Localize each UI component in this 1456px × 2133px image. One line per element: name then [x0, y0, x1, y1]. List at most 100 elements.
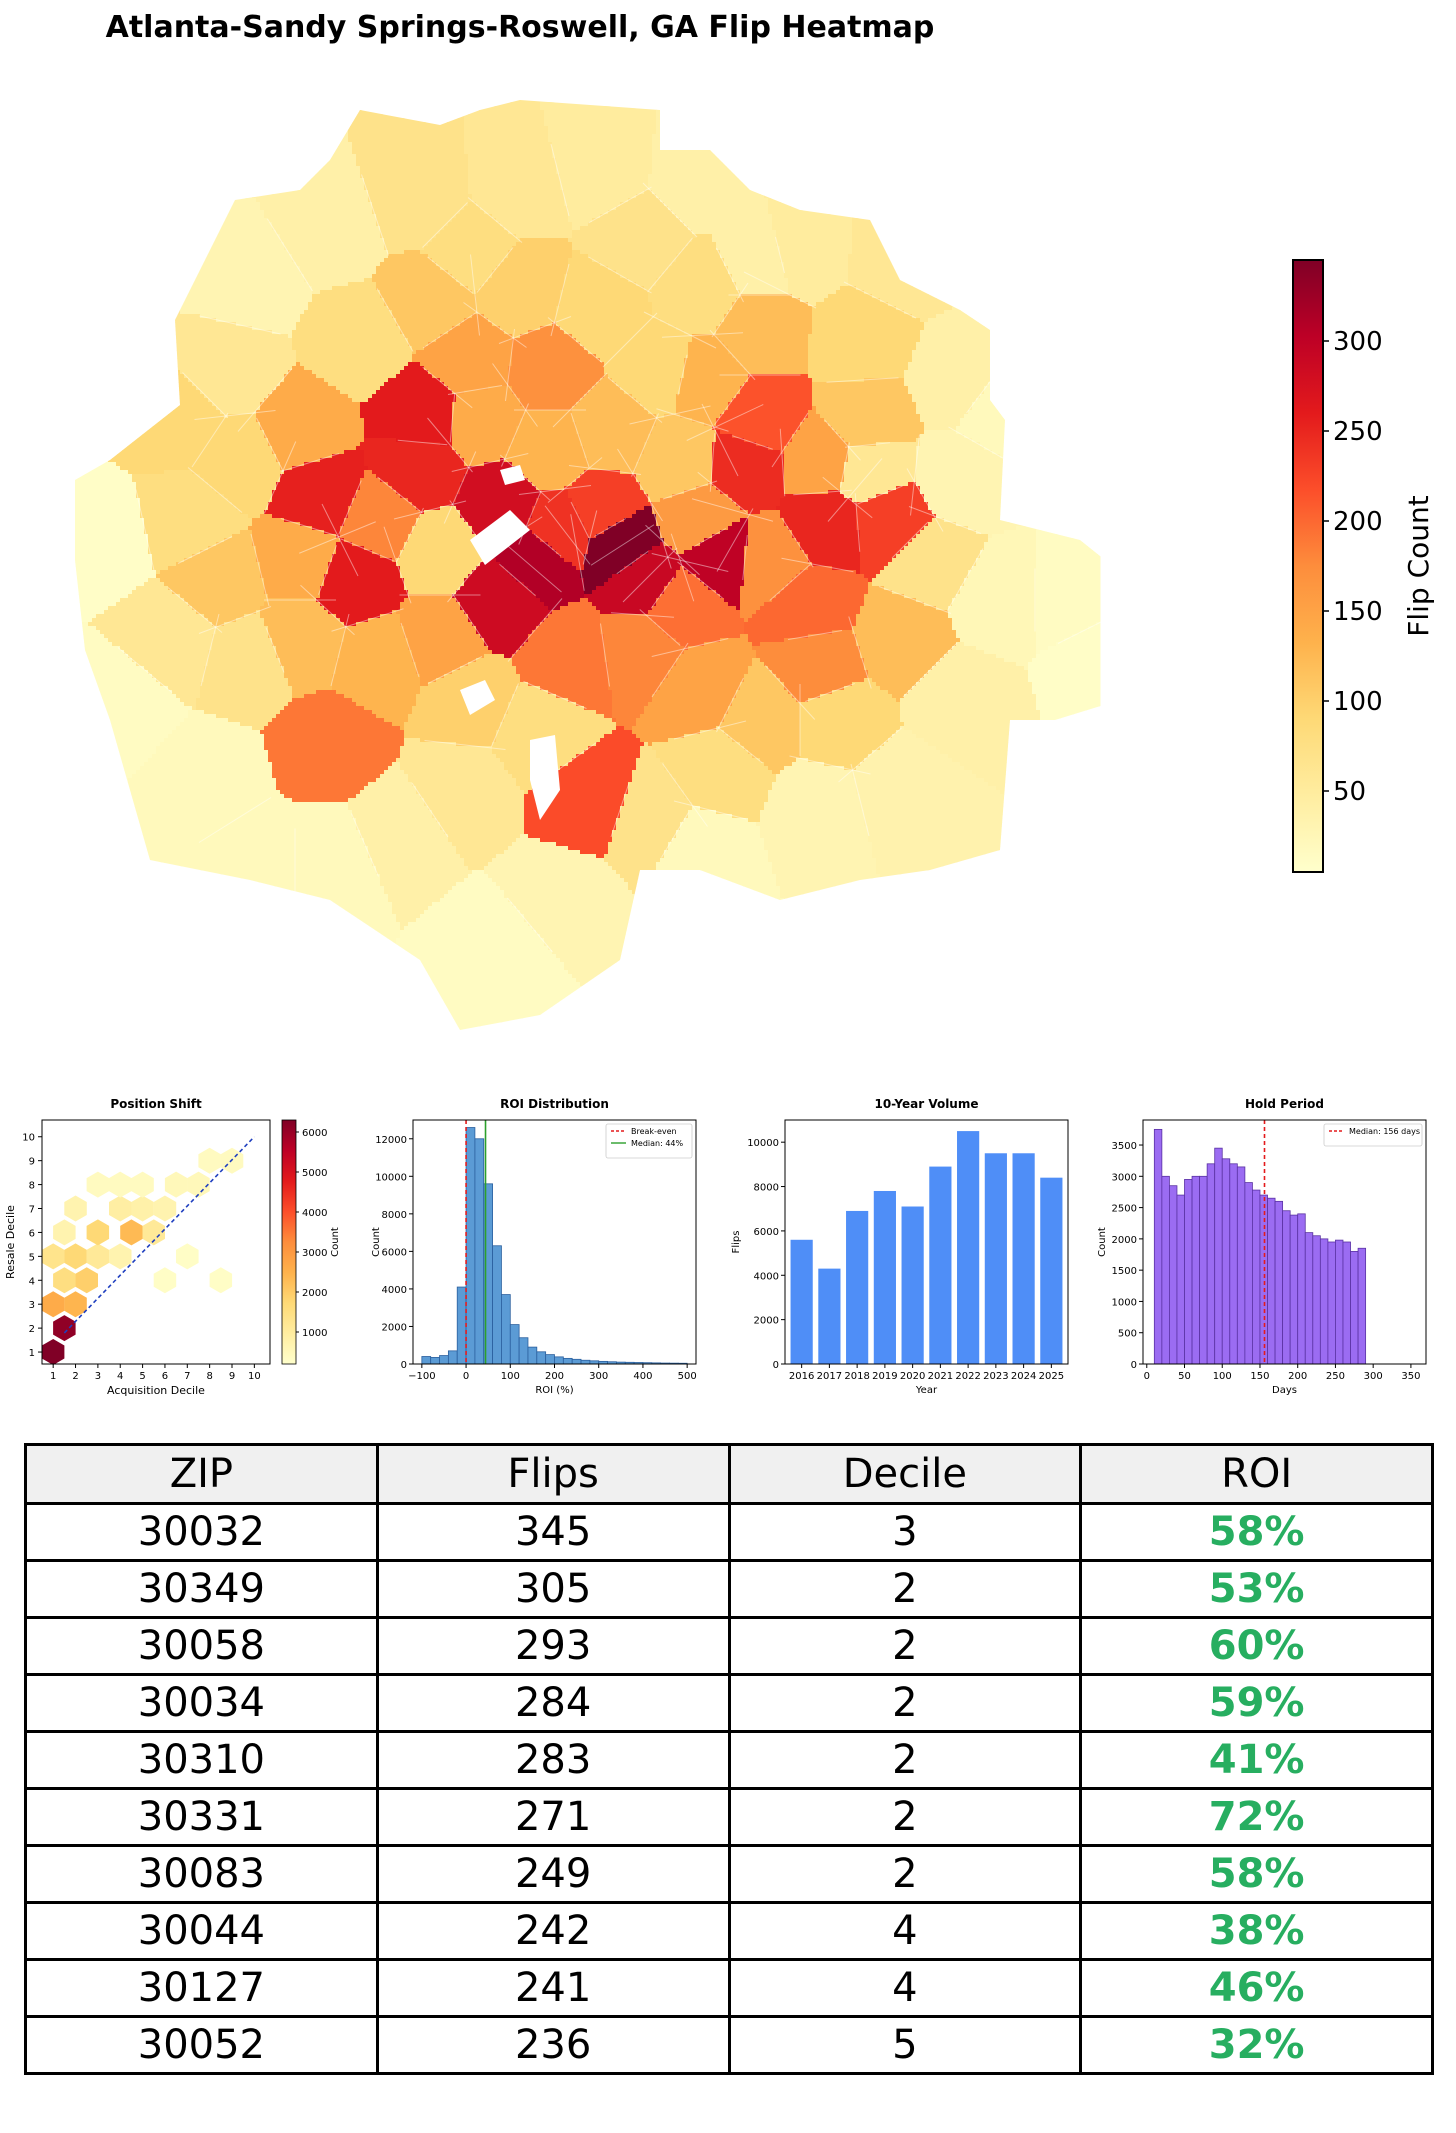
bar: [1206, 1163, 1216, 1365]
x-tick-label: −100: [408, 1371, 435, 1382]
y-tick-label: 2: [29, 1324, 35, 1335]
x-tick-label: 100: [1213, 1371, 1232, 1382]
y-tick-label: 2500: [1112, 1204, 1137, 1215]
hexbin-cell: [109, 1195, 132, 1222]
y-axis-label: Count: [1097, 1227, 1108, 1257]
bar: [846, 1210, 869, 1364]
y-tick-label: 6000: [754, 1227, 779, 1238]
table-row: 30058 293 2 60%: [24, 1616, 1434, 1676]
x-tick-label: 300: [1364, 1371, 1383, 1382]
x-axis-label: ROI (%): [535, 1385, 573, 1396]
y-tick-label: 8: [29, 1181, 35, 1192]
x-tick-label: 500: [678, 1371, 697, 1382]
chart-title: ROI Distribution: [500, 1097, 609, 1111]
cell-decile: 2: [727, 1559, 1083, 1619]
x-tick-label: 3: [95, 1371, 101, 1382]
bar: [1342, 1241, 1351, 1365]
cell-decile: 4: [727, 1958, 1083, 2018]
axes-frame: [41, 1119, 271, 1365]
cell-flips: 249: [375, 1844, 731, 1904]
x-tick-label: 2021: [928, 1371, 953, 1382]
bar: [1176, 1194, 1185, 1365]
bar: [1297, 1213, 1306, 1365]
y-tick-label: 3500: [1112, 1141, 1137, 1152]
hexbin-cell: [142, 1219, 165, 1246]
bar: [421, 1356, 432, 1365]
hexbin-cell: [153, 1267, 177, 1294]
legend-label: Median: 156 days: [1349, 1127, 1420, 1136]
bar: [1040, 1177, 1063, 1364]
colorbar-tick-label: 2000: [302, 1288, 327, 1299]
bar: [456, 1286, 467, 1365]
bar: [1335, 1239, 1344, 1365]
x-tick-label: 2025: [1039, 1371, 1064, 1382]
hexbin-cell: [41, 1291, 65, 1318]
colorbar-tick-label: 300: [1333, 327, 1383, 357]
y-axis-label: Flips: [731, 1231, 742, 1254]
y-tick-label: 0: [401, 1360, 407, 1371]
bar: [492, 1245, 502, 1365]
x-tick-label: 2018: [844, 1371, 869, 1382]
y-tick-label: 1: [29, 1348, 35, 1359]
cell-roi: 60%: [1079, 1616, 1434, 1676]
cell-zip: 30083: [24, 1844, 379, 1904]
y-tick-label: 4000: [382, 1285, 407, 1296]
cell-flips: 271: [375, 1787, 731, 1847]
x-tick-label: 50: [1178, 1371, 1191, 1382]
x-tick-label: 10: [248, 1371, 261, 1382]
cell-decile: 2: [727, 1673, 1083, 1733]
cell-flips: 305: [375, 1559, 731, 1619]
hexbin-cell: [75, 1267, 98, 1294]
bar: [439, 1355, 449, 1365]
y-tick-label: 10000: [375, 1172, 407, 1183]
bar: [1319, 1238, 1329, 1365]
colorbar-tick-label: 4000: [302, 1208, 327, 1219]
y-tick-label: 0: [773, 1360, 779, 1371]
cell-flips: 283: [375, 1730, 731, 1790]
x-tick-label: 9: [229, 1371, 235, 1382]
x-tick-label: 1: [50, 1371, 56, 1382]
hexbin-cell: [64, 1291, 87, 1318]
position-shift-chart: 1 2 3 4 5 6 7 8 9 10 1 2 3 4 5 6 7 8 9 10 Position Shift Acqu…: [4, 1097, 341, 1397]
bar: [545, 1354, 555, 1365]
x-tick-label: 4: [117, 1371, 123, 1382]
axes-frame: [784, 1119, 1069, 1365]
hexbin-cell: [64, 1195, 87, 1222]
y-tick-label: 10: [22, 1133, 35, 1144]
table-row: 30044 242 4 38%: [24, 1901, 1434, 1961]
bar: [501, 1294, 511, 1365]
cell-zip: 30032: [24, 1502, 379, 1562]
hexbin-cell: [41, 1243, 65, 1270]
hexbin-cell: [109, 1243, 132, 1270]
bar: [1244, 1182, 1253, 1365]
cell-roi: 38%: [1079, 1901, 1434, 1961]
colorbar-tick-label: 6000: [302, 1128, 327, 1139]
cell-roi: 46%: [1079, 1958, 1434, 2018]
table-row: 30310 283 2 41%: [24, 1730, 1434, 1790]
colorbar-label: Count: [330, 1227, 341, 1257]
x-tick-label: 2019: [872, 1371, 897, 1382]
x-tick-label: 7: [184, 1371, 190, 1382]
table-row: 30083 249 2 58%: [24, 1844, 1434, 1904]
legend: [1323, 1123, 1423, 1147]
bar: [818, 1268, 841, 1364]
cell-roi: 58%: [1079, 1502, 1434, 1562]
bar: [1184, 1179, 1193, 1365]
diagonal-line: [63, 1136, 255, 1334]
cell-zip: 30052: [24, 2015, 379, 2075]
legend: [605, 1123, 693, 1159]
bar: [1229, 1163, 1238, 1365]
cell-decile: 4: [727, 1901, 1083, 1961]
bar: [929, 1166, 952, 1364]
cell-decile: 2: [727, 1616, 1083, 1676]
bar: [536, 1351, 547, 1365]
x-tick-label: 5: [139, 1371, 145, 1382]
flip-table: ZIP Flips Decile ROI 30032 345 3 58% 30349 30…: [24, 1443, 1434, 2075]
y-tick-label: 1500: [1112, 1266, 1137, 1277]
table-row: 30032 345 3 58%: [24, 1502, 1434, 1562]
header-flips: Flips: [375, 1443, 731, 1505]
y-tick-label: 1000: [1112, 1297, 1137, 1308]
table-header-row: ZIP Flips Decile ROI: [24, 1443, 1434, 1505]
x-tick-label: 2: [72, 1371, 78, 1382]
cell-zip: 30044: [24, 1901, 379, 1961]
